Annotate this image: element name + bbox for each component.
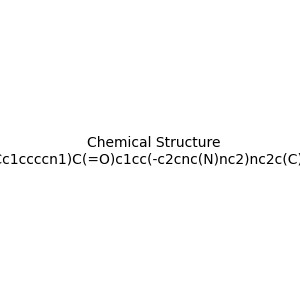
Text: Chemical Structure
CCN(Cc1ccccn1)C(=O)c1cc(-c2cnc(N)nc2)nc2c(C)cccc12: Chemical Structure CCN(Cc1ccccn1)C(=O)c1… [0, 136, 300, 166]
